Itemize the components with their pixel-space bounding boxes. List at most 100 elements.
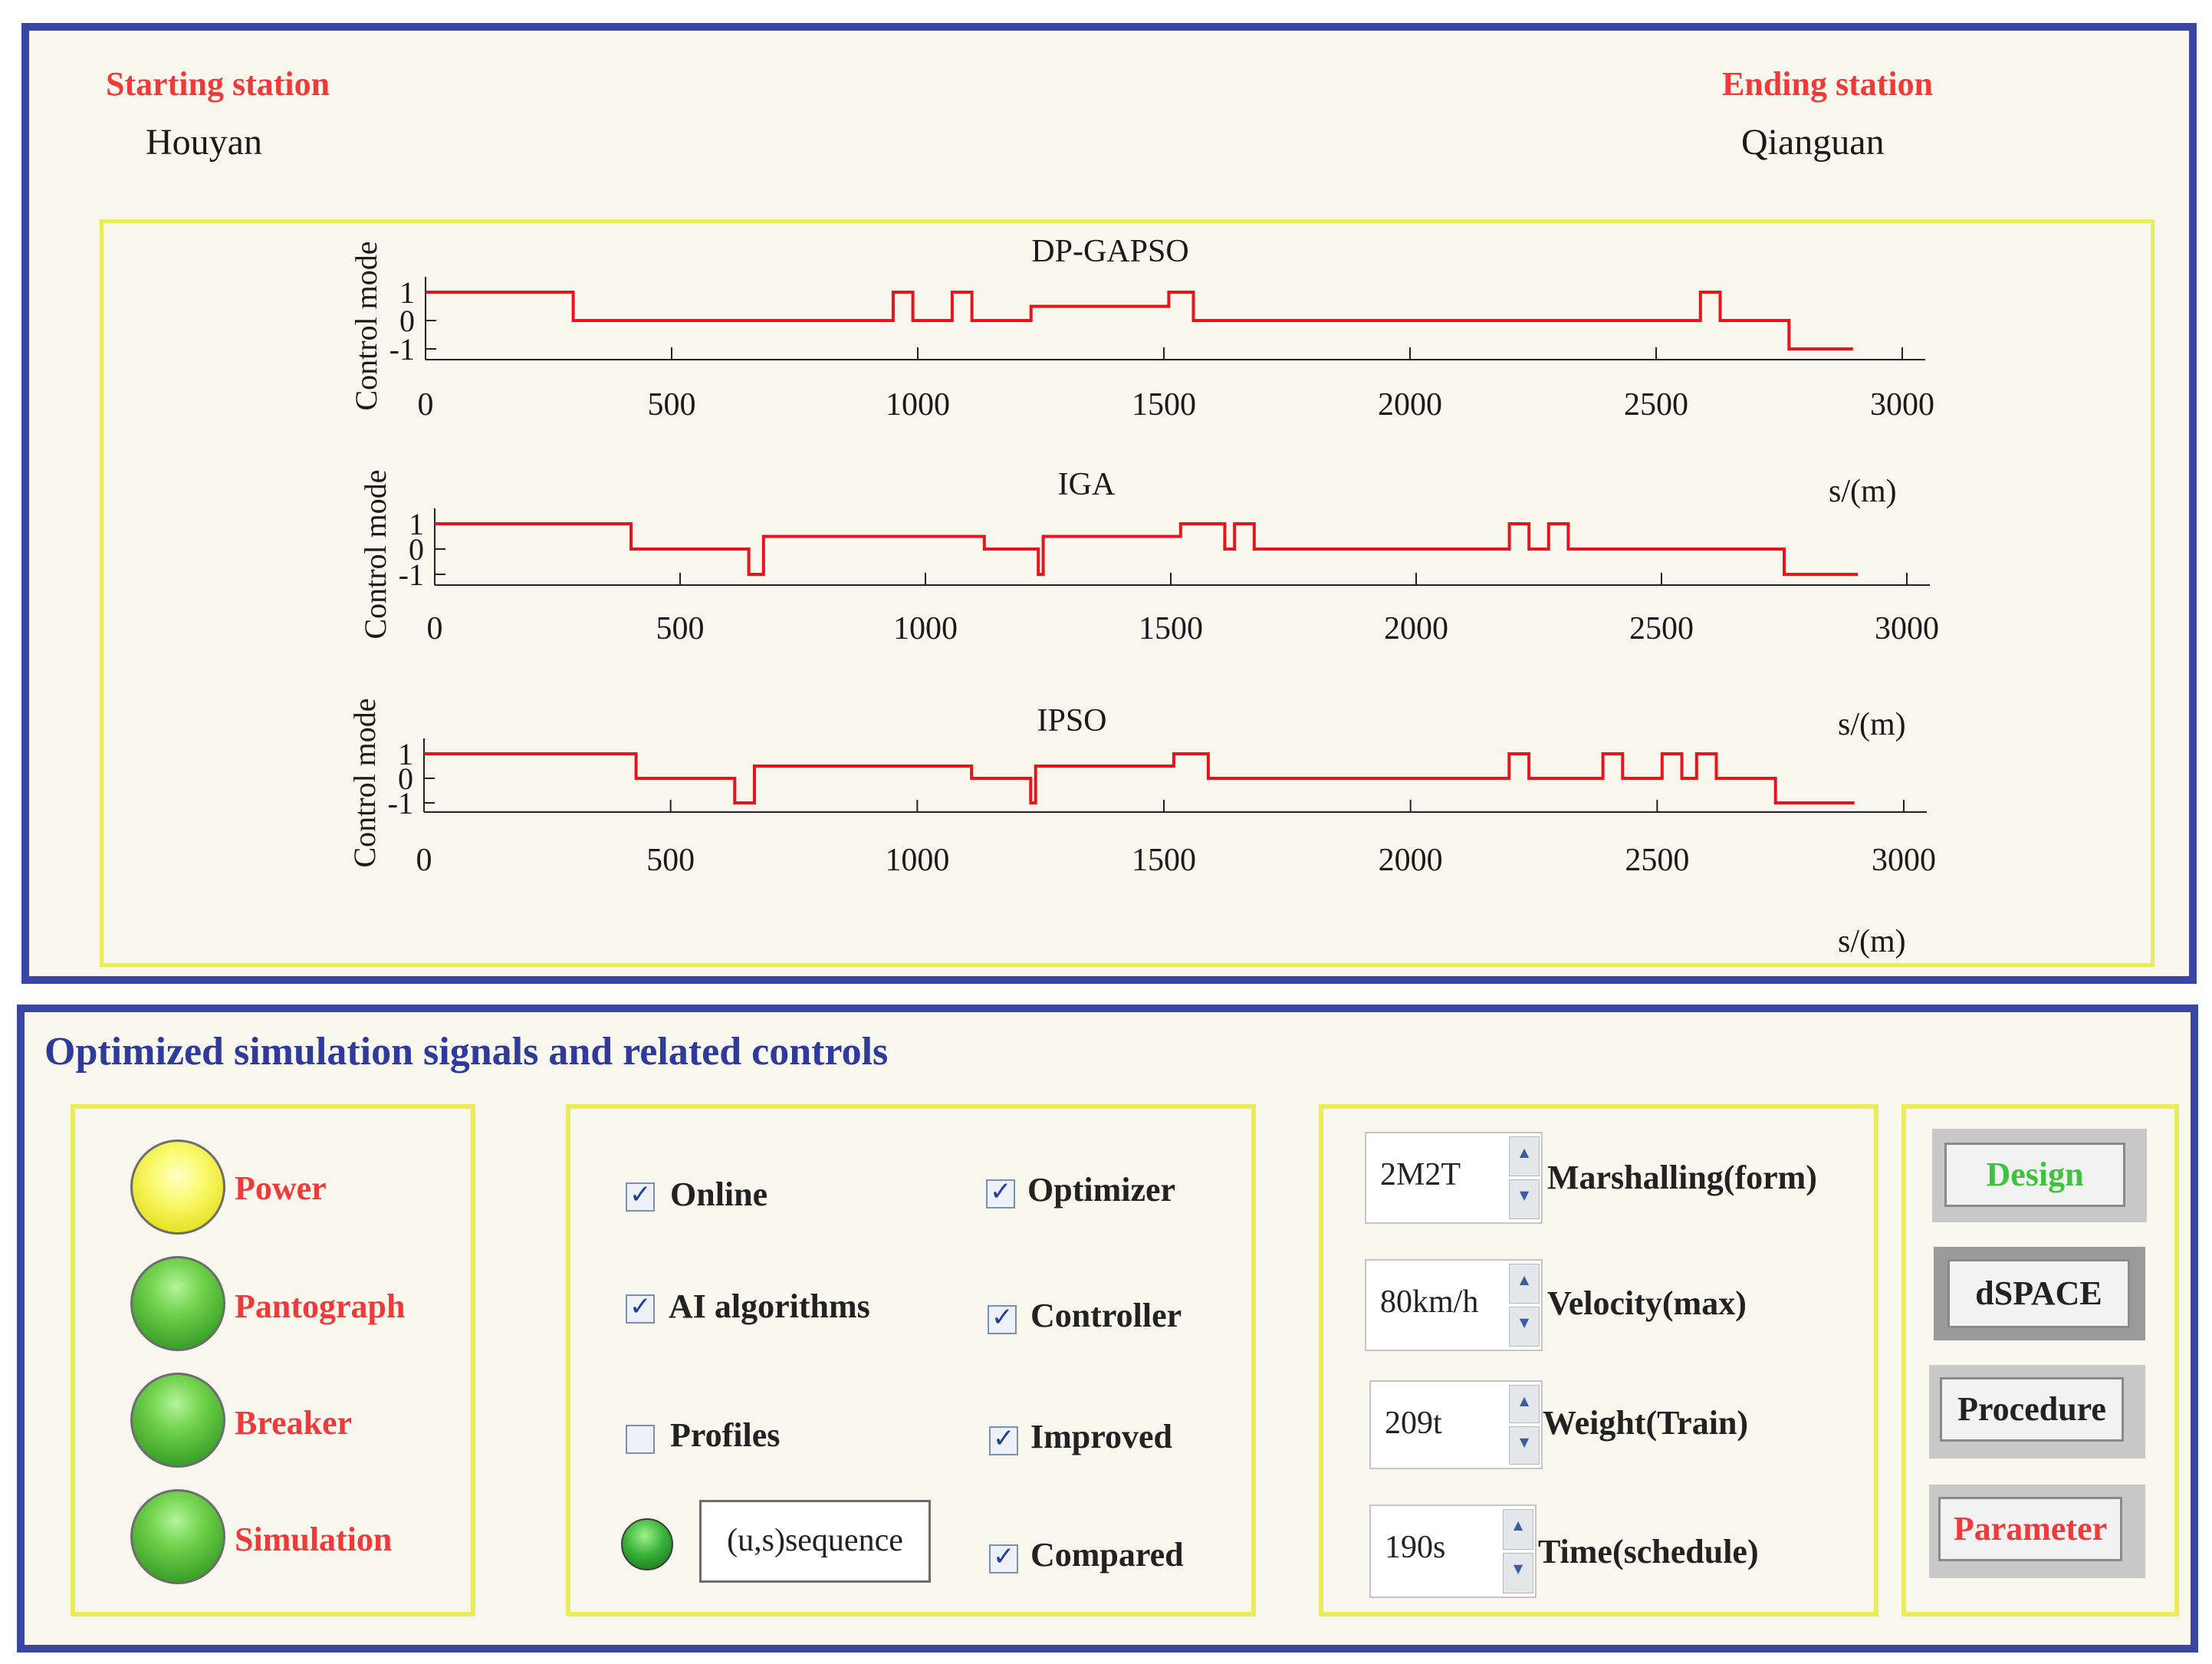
time-label: Time(schedule) <box>1538 1533 1759 1570</box>
spinner-down-icon[interactable]: ▼ <box>1503 1553 1533 1593</box>
x-tick-label: 1000 <box>893 611 958 646</box>
x-tick-label: 1000 <box>885 843 949 878</box>
marshalling-spinner[interactable]: 2M2T ▲ ▼ <box>1365 1132 1543 1224</box>
marshalling-label: Marshalling(form) <box>1547 1159 1817 1196</box>
y-tick-label: 0 <box>399 304 415 338</box>
x-tick-label: 1500 <box>1139 611 1203 646</box>
series-line-iga <box>435 522 1858 576</box>
simulation-indicator-icon <box>130 1489 225 1584</box>
x-axis-label: s/(m) <box>1829 474 1897 509</box>
spinner-up-icon[interactable]: ▲ <box>1509 1136 1540 1176</box>
x-tick-label: 3000 <box>1872 843 1936 878</box>
parameter-button[interactable]: Parameter <box>1938 1497 2122 1561</box>
profiles-checkbox[interactable] <box>626 1425 655 1454</box>
weight-spinner[interactable]: 209t ▲ ▼ <box>1369 1380 1543 1469</box>
velocity-value: 80km/h <box>1380 1284 1479 1320</box>
velocity-label: Velocity(max) <box>1547 1284 1747 1322</box>
dspace-button[interactable]: dSPACE <box>1947 1259 2130 1328</box>
chart-title: IPSO <box>1037 703 1106 738</box>
x-tick-label: 3000 <box>1870 387 1934 423</box>
power-indicator-label: Power <box>235 1169 327 1207</box>
compared-label: Compared <box>1030 1536 1184 1574</box>
chart-title: DP-GAPSO <box>1031 234 1188 269</box>
charts-svg: 0 500 1000 1500 2000 2500 300010-1DP-GAPSOCont… <box>347 234 1939 959</box>
simulation-indicator-label: Simulation <box>235 1521 393 1558</box>
x-tick-label: 0 <box>427 611 443 646</box>
x-tick-label: 2000 <box>1378 387 1442 423</box>
spinner-down-icon[interactable]: ▼ <box>1509 1426 1540 1465</box>
x-tick-label: 3000 <box>1875 611 1939 646</box>
spinner-up-icon[interactable]: ▲ <box>1509 1264 1540 1304</box>
train-parameters-box: 2M2T ▲ ▼ Marshalling(form) 80km/h ▲ ▼ Velo… <box>1319 1104 1878 1616</box>
indicators-box: Power Pantograph Breaker Simulation <box>71 1104 475 1616</box>
chart-title: IGA <box>1058 467 1116 502</box>
options-box: ✓ Online ✓ AI algorithms Profiles (u,s)s… <box>566 1104 1256 1616</box>
x-axis-label: s/(m) <box>1838 707 1906 742</box>
breaker-indicator-label: Breaker <box>235 1404 353 1442</box>
y-tick-label: 1 <box>409 507 424 541</box>
controller-label: Controller <box>1030 1297 1182 1334</box>
check-icon: ✓ <box>993 1541 1015 1572</box>
x-tick-label: 2500 <box>1629 611 1694 646</box>
x-tick-label: 500 <box>656 611 705 646</box>
spinner-down-icon[interactable]: ▼ <box>1509 1307 1540 1347</box>
time-value: 190s <box>1385 1530 1446 1565</box>
x-tick-label: 2000 <box>1379 843 1443 878</box>
x-tick-label: 0 <box>418 387 434 423</box>
ending-station-name: Qianguan <box>1741 122 1885 163</box>
spinner-up-icon[interactable]: ▲ <box>1509 1385 1540 1423</box>
actions-box: Design dSPACE Procedure Parameter <box>1901 1104 2179 1616</box>
velocity-spinner[interactable]: 80km/h ▲ ▼ <box>1365 1259 1543 1351</box>
x-tick-label: 2000 <box>1384 611 1448 646</box>
marshalling-value: 2M2T <box>1380 1157 1461 1192</box>
ai-algorithms-checkbox[interactable]: ✓ <box>626 1291 655 1324</box>
compared-checkbox[interactable]: ✓ <box>989 1541 1018 1574</box>
x-tick-label: 2500 <box>1625 843 1689 878</box>
sequence-button[interactable]: (u,s)sequence <box>699 1500 931 1583</box>
controller-checkbox[interactable]: ✓ <box>988 1302 1017 1334</box>
online-label: Online <box>670 1176 768 1213</box>
series-line-ipso <box>424 752 1855 804</box>
power-indicator-icon <box>130 1139 225 1235</box>
starting-station-name: Houyan <box>146 122 262 163</box>
optimizer-checkbox[interactable]: ✓ <box>986 1176 1015 1209</box>
y-tick-label: 0 <box>409 532 424 567</box>
ending-station-label: Ending station <box>1722 65 1934 103</box>
sequence-indicator-icon <box>621 1518 673 1570</box>
y-tick-label: 1 <box>398 737 413 771</box>
y-tick-label: -1 <box>399 557 424 592</box>
improved-checkbox[interactable]: ✓ <box>989 1423 1018 1455</box>
y-axis-label: Control mode <box>349 241 383 410</box>
controls-section-title: Optimized simulation signals and related… <box>44 1030 889 1074</box>
series-line-dp-gapso <box>426 291 1853 350</box>
online-checkbox[interactable]: ✓ <box>626 1179 655 1212</box>
check-icon: ✓ <box>991 1302 1014 1333</box>
profiles-label: Profiles <box>670 1416 781 1454</box>
y-tick-label: -1 <box>388 786 413 820</box>
improved-label: Improved <box>1030 1418 1172 1455</box>
weight-label: Weight(Train) <box>1543 1404 1749 1442</box>
pantograph-indicator-label: Pantograph <box>235 1287 406 1325</box>
x-tick-label: 1500 <box>1132 387 1196 423</box>
procedure-button[interactable]: Procedure <box>1940 1377 2124 1442</box>
y-tick-label: 0 <box>398 761 413 796</box>
x-axis-label: s/(m) <box>1838 924 1906 959</box>
x-tick-label: 1500 <box>1132 843 1196 878</box>
time-spinner[interactable]: 190s ▲ ▼ <box>1369 1505 1537 1598</box>
spinner-up-icon[interactable]: ▲ <box>1503 1509 1533 1550</box>
ai-algorithms-label: AI algorithms <box>669 1287 870 1325</box>
pantograph-indicator-icon <box>130 1256 225 1351</box>
controls-panel: Optimized simulation signals and related… <box>17 1005 2198 1652</box>
y-tick-label: -1 <box>389 332 415 367</box>
check-icon: ✓ <box>993 1423 1015 1454</box>
x-tick-label: 500 <box>646 843 695 878</box>
check-icon: ✓ <box>629 1291 652 1322</box>
design-button[interactable]: Design <box>1944 1143 2125 1207</box>
x-tick-label: 1000 <box>886 387 950 423</box>
x-tick-label: 0 <box>416 843 432 878</box>
y-tick-label: 1 <box>399 275 415 310</box>
y-axis-label: Control mode <box>347 698 382 867</box>
check-icon: ✓ <box>990 1176 1012 1207</box>
spinner-down-icon[interactable]: ▼ <box>1509 1179 1540 1219</box>
weight-value: 209t <box>1385 1406 1442 1441</box>
